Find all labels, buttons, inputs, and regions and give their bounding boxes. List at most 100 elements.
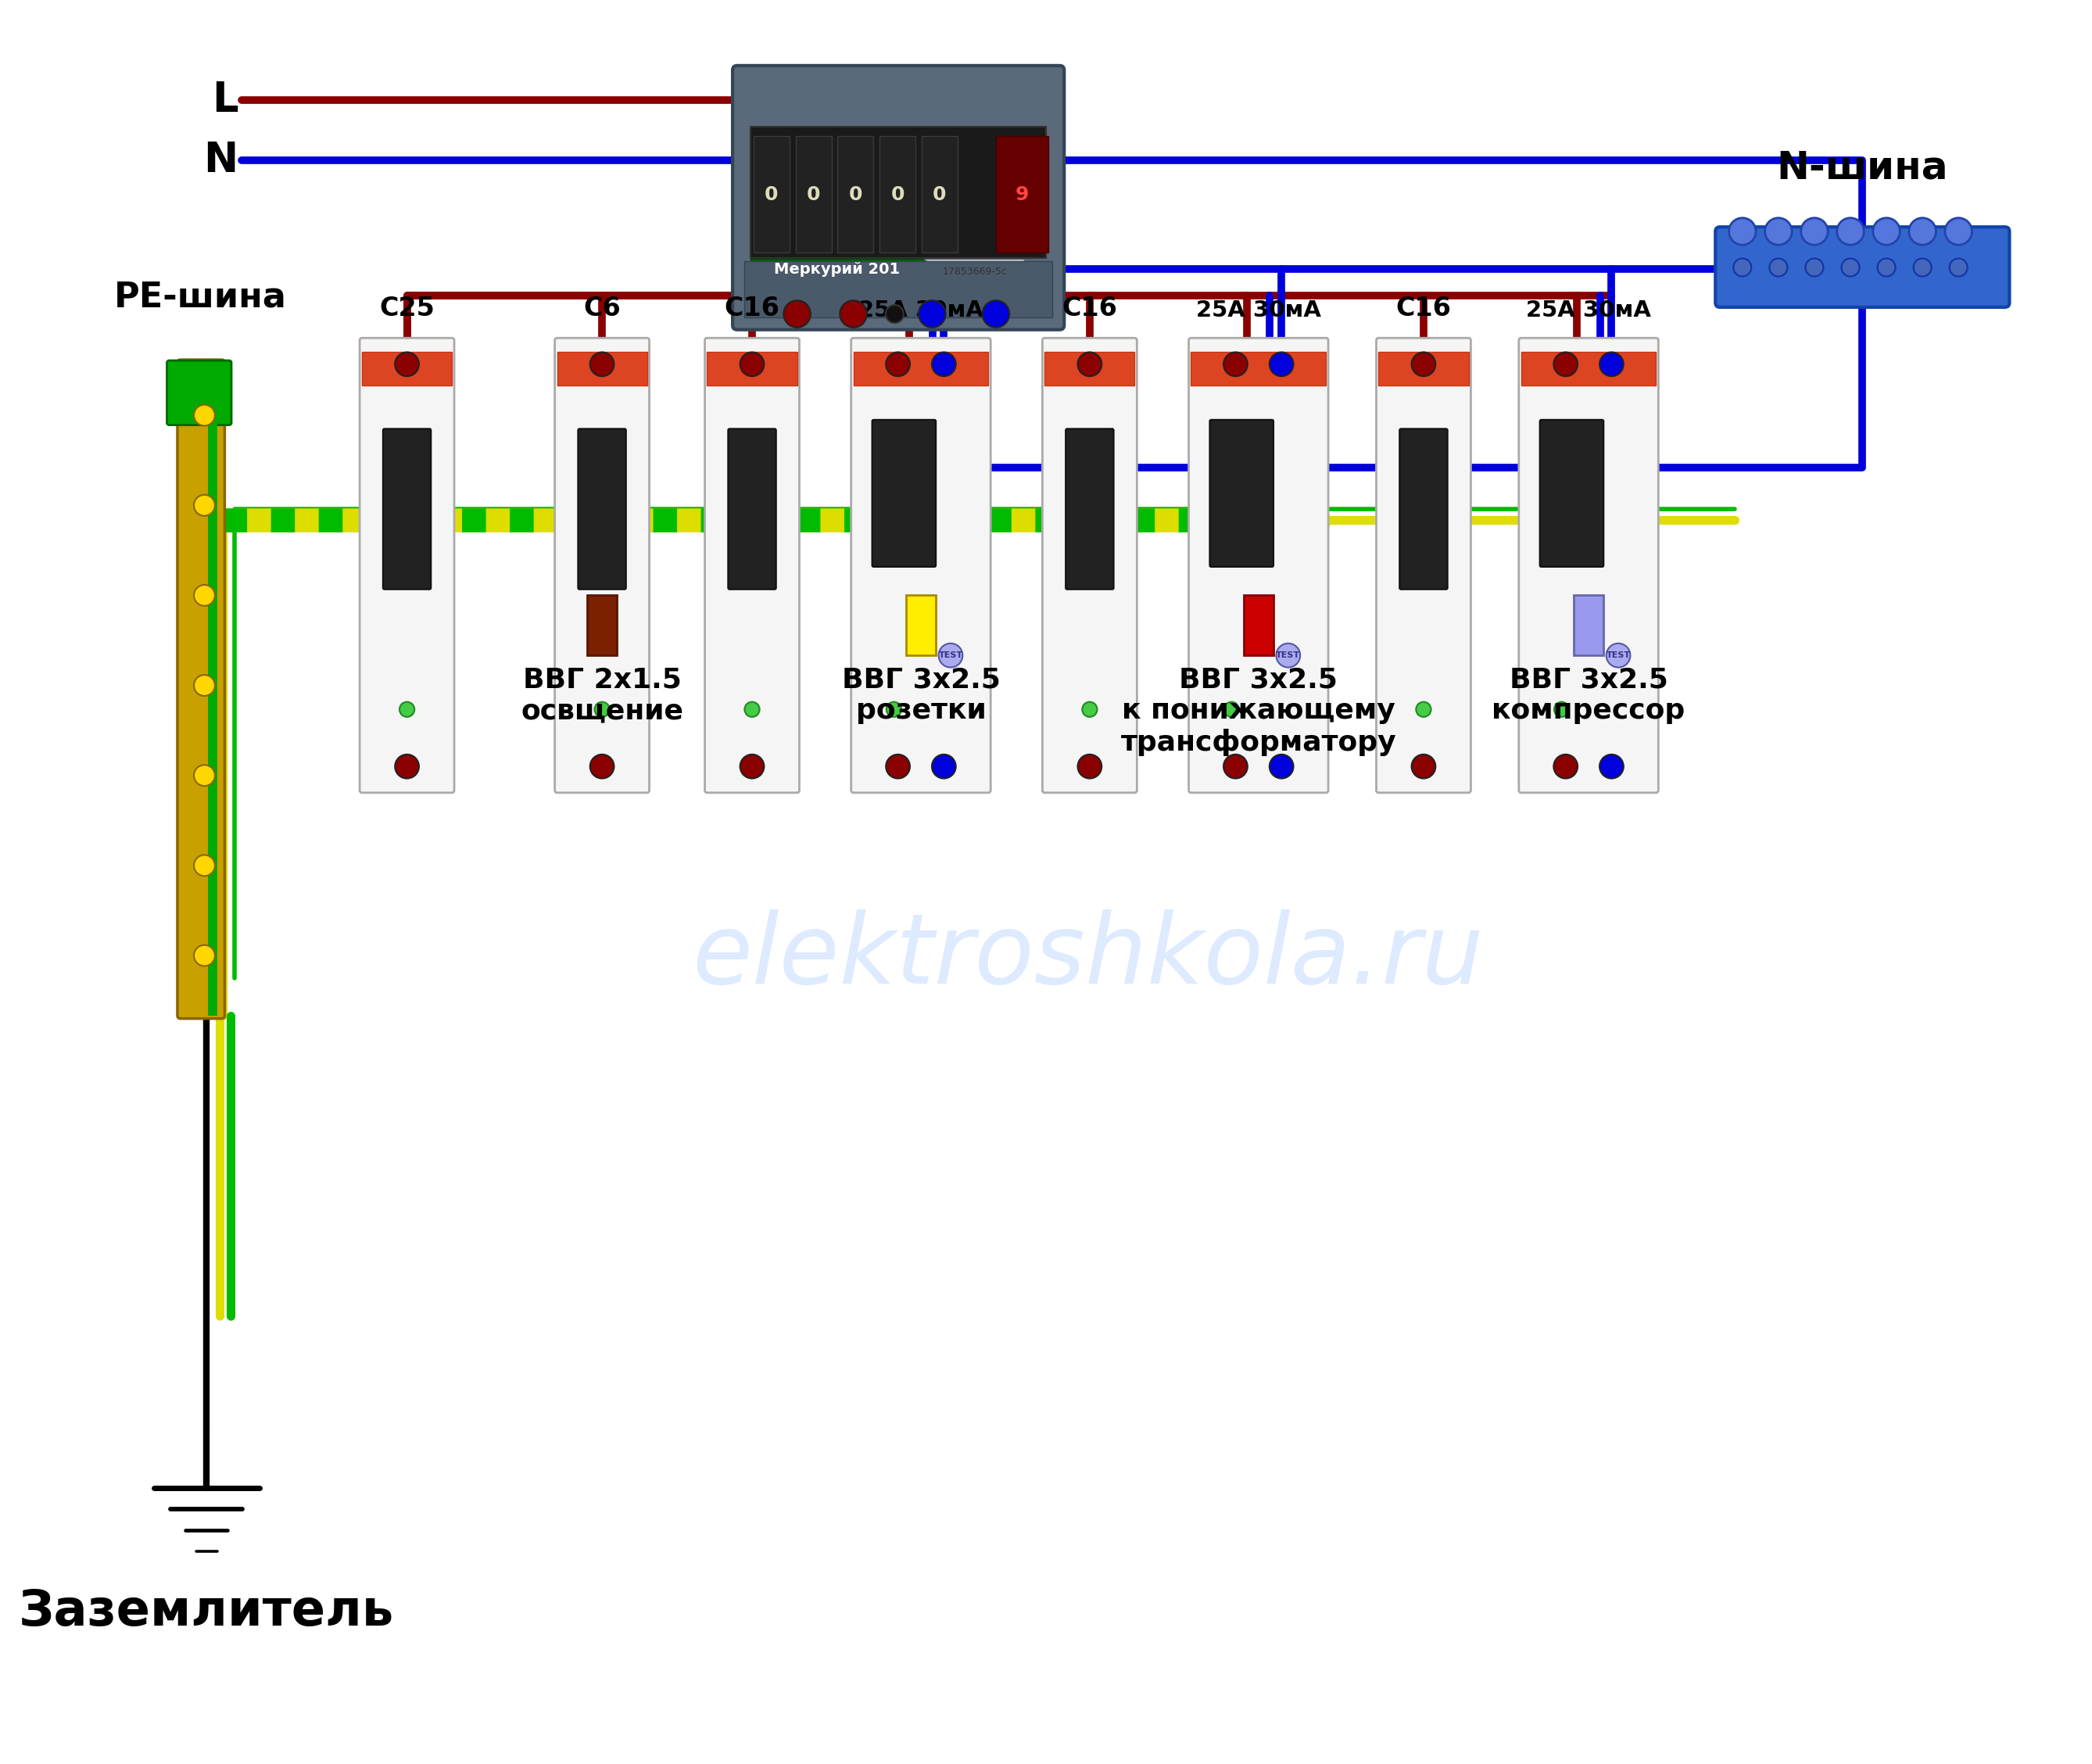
FancyBboxPatch shape bbox=[1377, 339, 1471, 792]
Text: 0: 0 bbox=[766, 185, 778, 205]
Text: 17853669-5с: 17853669-5с bbox=[943, 266, 1006, 277]
Circle shape bbox=[1224, 353, 1247, 376]
Circle shape bbox=[939, 644, 962, 667]
Circle shape bbox=[1224, 702, 1238, 716]
Bar bbox=[751, 259, 923, 280]
Circle shape bbox=[1914, 259, 1931, 277]
Circle shape bbox=[590, 353, 615, 376]
FancyBboxPatch shape bbox=[1209, 420, 1274, 566]
Bar bbox=[751, 127, 1046, 258]
Circle shape bbox=[887, 702, 902, 716]
FancyBboxPatch shape bbox=[554, 339, 649, 792]
Circle shape bbox=[195, 496, 215, 515]
FancyBboxPatch shape bbox=[1519, 339, 1659, 792]
Text: 9: 9 bbox=[1015, 185, 1029, 205]
Text: elektroshkola.ru: elektroshkola.ru bbox=[692, 910, 1483, 1004]
Circle shape bbox=[1224, 755, 1247, 778]
Circle shape bbox=[195, 404, 215, 425]
FancyBboxPatch shape bbox=[167, 360, 232, 425]
Circle shape bbox=[395, 755, 418, 778]
Text: С25: С25 bbox=[379, 296, 435, 321]
Bar bbox=[996, 136, 1048, 252]
Bar bbox=[362, 351, 452, 385]
FancyBboxPatch shape bbox=[1065, 429, 1113, 589]
Circle shape bbox=[400, 702, 414, 716]
Circle shape bbox=[741, 353, 764, 376]
Circle shape bbox=[1270, 353, 1293, 376]
Circle shape bbox=[1554, 755, 1577, 778]
Bar bbox=[854, 351, 987, 385]
Circle shape bbox=[885, 353, 910, 376]
Text: L: L bbox=[211, 79, 238, 120]
FancyBboxPatch shape bbox=[1400, 429, 1448, 589]
Text: 0: 0 bbox=[808, 185, 820, 205]
Circle shape bbox=[1805, 259, 1824, 277]
Bar bbox=[927, 259, 1023, 284]
Bar bbox=[588, 596, 617, 656]
Bar bbox=[209, 363, 218, 1016]
Text: С16: С16 bbox=[1395, 296, 1452, 321]
FancyBboxPatch shape bbox=[872, 420, 935, 566]
FancyBboxPatch shape bbox=[732, 65, 1065, 330]
Circle shape bbox=[1728, 219, 1755, 245]
Circle shape bbox=[395, 353, 418, 376]
Circle shape bbox=[1276, 644, 1301, 667]
Bar bbox=[879, 136, 916, 252]
Circle shape bbox=[885, 755, 910, 778]
Circle shape bbox=[1877, 259, 1895, 277]
Circle shape bbox=[784, 300, 810, 328]
Circle shape bbox=[885, 305, 904, 323]
Text: TEST: TEST bbox=[939, 651, 962, 660]
Text: N-шина: N-шина bbox=[1776, 148, 1948, 187]
Circle shape bbox=[1770, 259, 1787, 277]
Bar bbox=[556, 351, 646, 385]
Circle shape bbox=[195, 766, 215, 787]
Text: ВВГ 3х2.5
к понижающему
трансформатору: ВВГ 3х2.5 к понижающему трансформатору bbox=[1121, 667, 1395, 755]
Text: 25А 30мА: 25А 30мА bbox=[858, 300, 983, 321]
FancyBboxPatch shape bbox=[360, 339, 454, 792]
Circle shape bbox=[1837, 219, 1864, 245]
Text: 25А 30мА: 25А 30мА bbox=[1525, 300, 1651, 321]
Text: 0: 0 bbox=[891, 185, 904, 205]
Circle shape bbox=[1734, 259, 1751, 277]
Bar bbox=[753, 136, 789, 252]
Circle shape bbox=[1607, 644, 1630, 667]
Circle shape bbox=[931, 353, 956, 376]
FancyBboxPatch shape bbox=[851, 339, 992, 792]
Circle shape bbox=[1872, 219, 1900, 245]
Circle shape bbox=[1554, 353, 1577, 376]
Circle shape bbox=[195, 676, 215, 697]
Circle shape bbox=[1077, 755, 1102, 778]
Bar bbox=[745, 261, 1052, 318]
Circle shape bbox=[1600, 353, 1623, 376]
Bar bbox=[1243, 596, 1274, 656]
Circle shape bbox=[839, 300, 866, 328]
Circle shape bbox=[918, 300, 946, 328]
Circle shape bbox=[195, 586, 215, 605]
Bar bbox=[1521, 351, 1657, 385]
Text: 0: 0 bbox=[933, 185, 946, 205]
Circle shape bbox=[1841, 259, 1860, 277]
Text: С16: С16 bbox=[1063, 296, 1117, 321]
Bar bbox=[906, 596, 935, 656]
Bar bbox=[1379, 351, 1469, 385]
Circle shape bbox=[1554, 702, 1569, 716]
FancyBboxPatch shape bbox=[1188, 339, 1328, 792]
FancyBboxPatch shape bbox=[383, 429, 431, 589]
Text: TEST: TEST bbox=[1607, 651, 1630, 660]
Bar bbox=[1044, 351, 1134, 385]
Text: С16: С16 bbox=[724, 296, 780, 321]
Circle shape bbox=[594, 702, 609, 716]
Bar bbox=[1190, 351, 1326, 385]
FancyBboxPatch shape bbox=[577, 429, 626, 589]
Circle shape bbox=[1946, 219, 1973, 245]
Circle shape bbox=[1600, 755, 1623, 778]
FancyBboxPatch shape bbox=[1042, 339, 1136, 792]
FancyBboxPatch shape bbox=[705, 339, 799, 792]
Text: TEST: TEST bbox=[1276, 651, 1301, 660]
Circle shape bbox=[1412, 353, 1435, 376]
Bar bbox=[923, 136, 958, 252]
Text: N: N bbox=[203, 139, 238, 180]
FancyBboxPatch shape bbox=[178, 360, 224, 1018]
Bar bbox=[707, 351, 797, 385]
